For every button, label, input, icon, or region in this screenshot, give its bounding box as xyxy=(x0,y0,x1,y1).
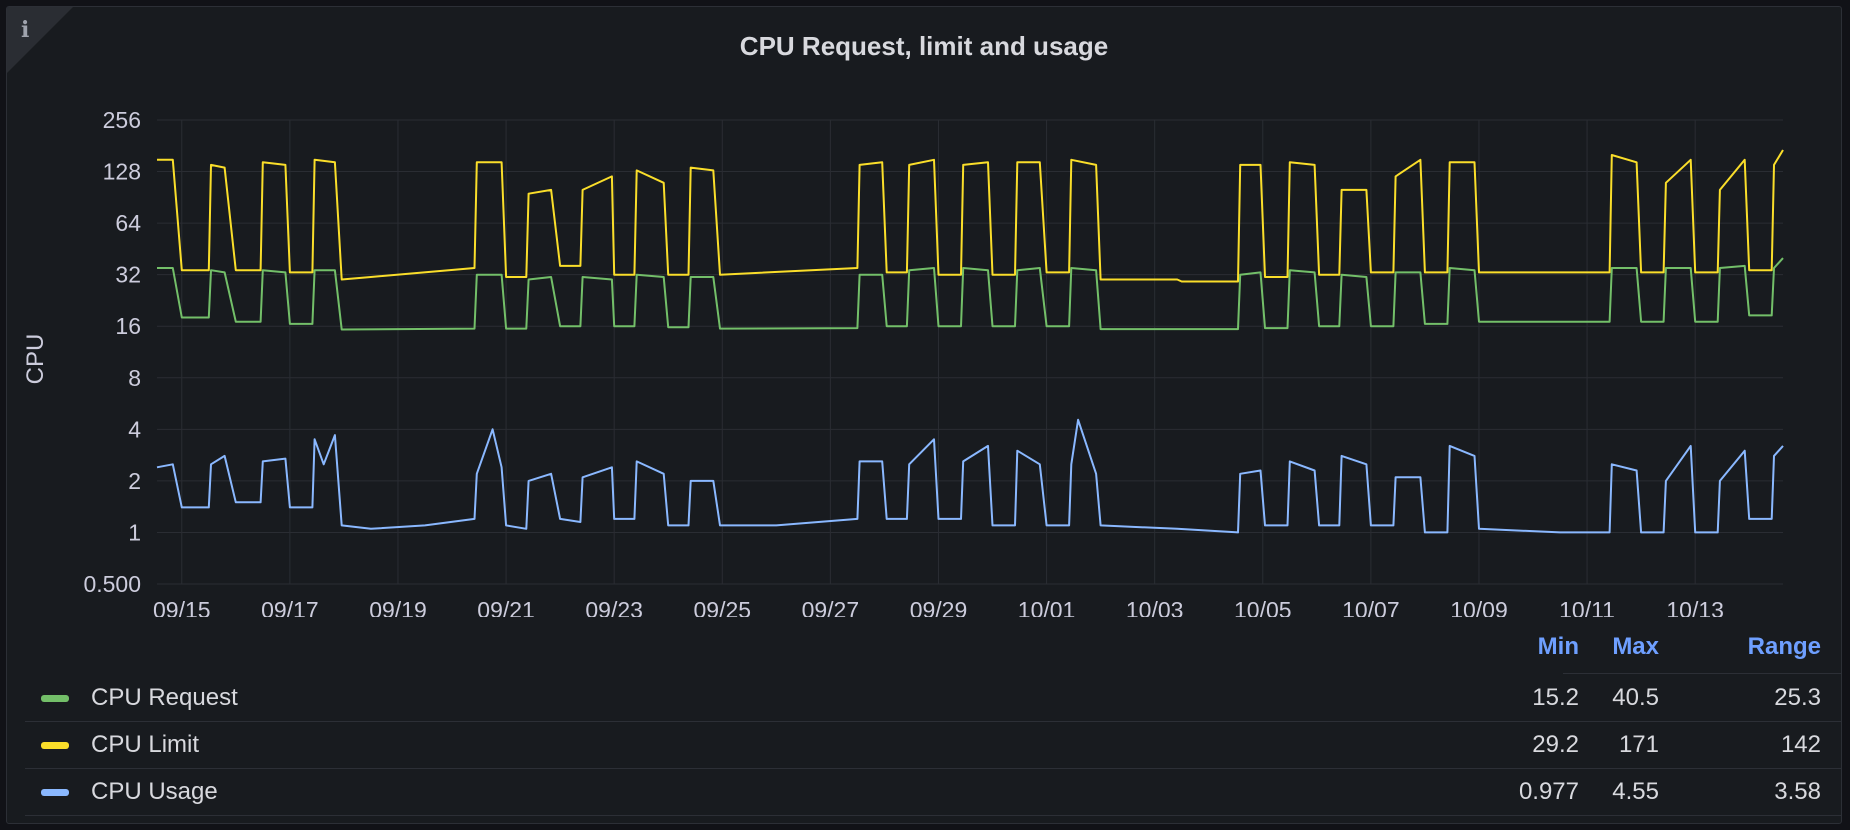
x-tick-label: 10/05 xyxy=(1234,597,1292,617)
series-line-cpu-request[interactable] xyxy=(157,257,1784,331)
legend-header-divider xyxy=(1563,673,1841,674)
x-axis-ticks: 09/15 09/17 09/19 09/21 09/23 09/25 09/27 09/29… xyxy=(153,597,1724,617)
legend-swatch xyxy=(41,789,69,796)
y-tick-label: 16 xyxy=(115,313,141,339)
x-tick-label: 10/01 xyxy=(1018,597,1076,617)
series-line-cpu-usage[interactable] xyxy=(156,418,1784,534)
legend-row-cpu-limit[interactable]: CPU Limit 29.2 171 142 xyxy=(25,722,1841,769)
y-axis-ticks: 0.500 1 2 4 8 16 32 64 128 256 xyxy=(83,107,141,597)
x-tick-label: 09/23 xyxy=(585,597,643,617)
legend-max-value: 40.5 xyxy=(1612,684,1659,711)
legend-header-max[interactable]: Max xyxy=(1612,633,1659,660)
series-lines xyxy=(156,149,1784,534)
legend-range-value: 142 xyxy=(1780,731,1821,758)
x-tick-label: 10/13 xyxy=(1666,597,1724,617)
y-tick-label: 64 xyxy=(115,210,141,236)
y-tick-label: 128 xyxy=(103,159,141,185)
chart-panel: i CPU Request, limit and usage 0.500 1 2 4 8… xyxy=(6,6,1842,824)
y-tick-label: 0.500 xyxy=(83,571,141,597)
x-tick-label: 09/25 xyxy=(693,597,751,617)
chart-title: CPU Request, limit and usage xyxy=(739,31,1109,61)
y-tick-label: 1 xyxy=(128,519,141,545)
legend-series-name: CPU Usage xyxy=(91,778,218,805)
y-tick-label: 256 xyxy=(103,107,141,133)
x-tick-label: 09/27 xyxy=(802,597,860,617)
x-tick-label: 10/09 xyxy=(1450,597,1508,617)
y-axis-label: CPU xyxy=(22,334,49,385)
x-tick-label: 09/21 xyxy=(477,597,535,617)
legend-range-value: 3.58 xyxy=(1774,778,1821,805)
x-tick-label: 10/11 xyxy=(1559,597,1615,617)
legend-row-cpu-usage[interactable]: CPU Usage 0.977 4.55 3.58 xyxy=(25,769,1841,816)
info-icon[interactable]: i xyxy=(21,17,30,43)
legend-swatch xyxy=(41,695,69,702)
x-tick-label: 10/03 xyxy=(1126,597,1184,617)
legend-min-value: 15.2 xyxy=(1532,684,1579,711)
legend-header-range[interactable]: Range xyxy=(1747,633,1821,660)
x-tick-label: 10/07 xyxy=(1342,597,1400,617)
legend-range-value: 25.3 xyxy=(1774,684,1821,711)
x-tick-label: 09/29 xyxy=(910,597,968,617)
y-tick-label: 32 xyxy=(115,262,141,288)
legend-series-name: CPU Request xyxy=(91,684,238,711)
info-corner[interactable] xyxy=(7,7,73,73)
x-tick-label: 09/19 xyxy=(369,597,427,617)
legend-max-value: 171 xyxy=(1618,731,1659,758)
x-tick-label: 09/17 xyxy=(261,597,319,617)
legend-row-cpu-request[interactable]: CPU Request 15.2 40.5 25.3 xyxy=(25,675,1841,722)
legend-min-value: 29.2 xyxy=(1532,731,1579,758)
y-tick-label: 4 xyxy=(128,416,141,442)
legend-swatch xyxy=(41,742,69,749)
x-tick-label: 09/15 xyxy=(153,597,211,617)
y-tick-label: 8 xyxy=(128,365,141,391)
legend-series-name: CPU Limit xyxy=(91,731,200,758)
legend-max-value: 4.55 xyxy=(1612,778,1659,805)
grid xyxy=(157,119,1783,585)
series-line-cpu-limit[interactable] xyxy=(157,149,1784,283)
legend-header-min[interactable]: Min xyxy=(1537,633,1579,660)
legend-min-value: 0.977 xyxy=(1518,778,1579,805)
y-tick-label: 2 xyxy=(128,468,141,494)
